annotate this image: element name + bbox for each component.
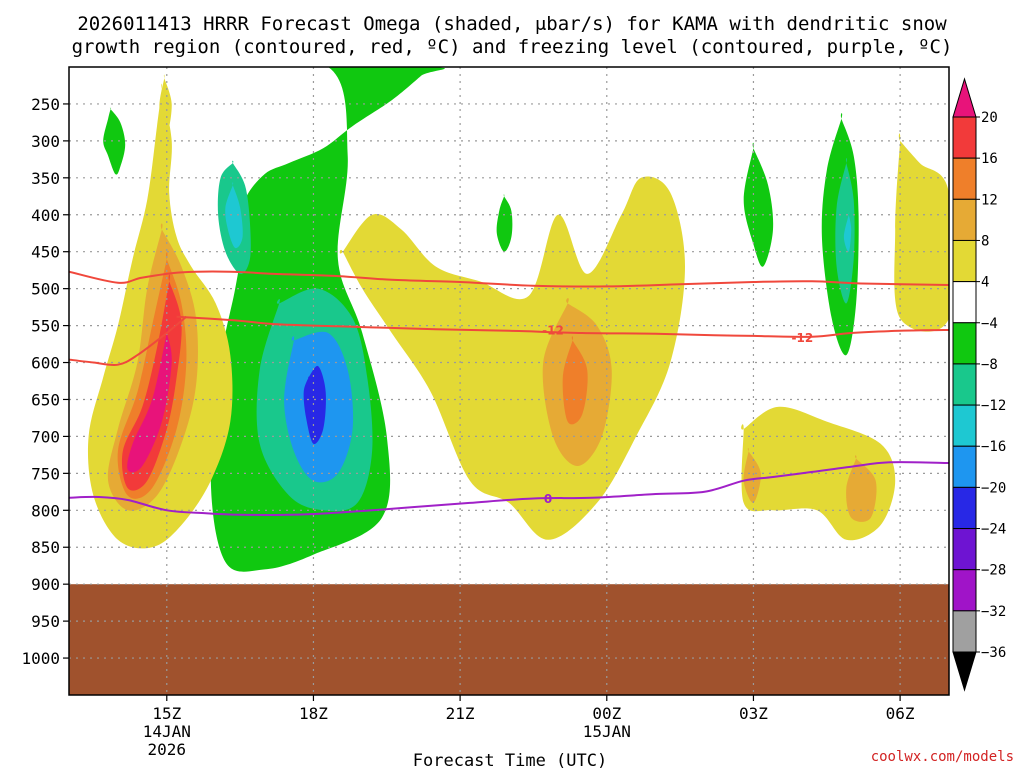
- colorbar-swatch-1: [952, 116, 977, 159]
- y-tick-label-700: 700: [31, 427, 60, 446]
- colorbar-swatch-11: [952, 528, 977, 571]
- dgz-lower-isotherm-label-1: -12: [542, 324, 564, 338]
- y-tick-label-900: 900: [31, 575, 60, 594]
- y-tick-label-350: 350: [31, 169, 60, 188]
- colorbar-swatch-2: [952, 157, 977, 200]
- credit-watermark: coolwx.com/models: [871, 749, 1014, 765]
- colorbar-swatch-8: [952, 404, 977, 447]
- freezing-level-label-1: 0: [544, 492, 552, 506]
- y-axis: 250 300 350 400 450 500 550 600 650 700 750 800 850 9…: [21, 95, 69, 668]
- omega-area-cyan-right-05z: [843, 212, 852, 252]
- y-tick-label-450: 450: [31, 243, 60, 262]
- colorbar-swatch-3: [952, 198, 977, 241]
- colorbar-swatch-4: [952, 239, 977, 283]
- omega-area-yellow-far-right: [894, 133, 949, 332]
- dgz-lower-isotherm-left: [69, 315, 187, 367]
- dgz-upper-isotherm: [69, 270, 949, 288]
- colorbar-label-3: 12: [981, 192, 998, 208]
- y-tick-label-650: 650: [31, 390, 60, 409]
- chart-title-line-2: growth region (contoured, red, ºC) and f…: [72, 36, 953, 58]
- colorbar-top-triangle: [952, 77, 977, 118]
- colorbar-label-8: −12: [981, 398, 1006, 414]
- colorbar-label-12: −28: [981, 563, 1006, 579]
- colorbar: 20 16 12 8 4 −4 −8 −12 −16 −20 −24 −28 −32 −36: [952, 77, 1006, 692]
- omega-area-orange-right-low-b: [846, 455, 877, 522]
- omega-area-cyan-upper-left: [225, 182, 243, 249]
- omega-area-yellow-middle-band: [339, 176, 685, 540]
- y-tick-label-950: 950: [31, 612, 60, 631]
- omega-shading-layer: [87, 67, 949, 572]
- y-tick-label-500: 500: [31, 280, 60, 299]
- x-tick-date-15Z: 14JAN: [143, 722, 191, 741]
- colorbar-label-2: 16: [981, 151, 998, 167]
- x-tick-label-18Z: 18Z: [299, 704, 328, 723]
- isotherm-layer: -12 -12 0: [69, 270, 949, 516]
- x-tick-label-00Z: 00Z: [592, 704, 621, 723]
- omega-area-magenta-left: [127, 326, 172, 473]
- colorbar-label-10: −20: [981, 480, 1006, 496]
- y-tick-label-600: 600: [31, 354, 60, 373]
- dgz-lower-isotherm: [176, 315, 949, 338]
- x-tick-label-21Z: 21Z: [446, 704, 475, 723]
- y-tick-label-750: 750: [31, 464, 60, 483]
- x-tick-label-03Z: 03Z: [739, 704, 768, 723]
- colorbar-label-13: −32: [981, 604, 1006, 620]
- colorbar-label-1: 20: [981, 110, 998, 126]
- y-tick-label-300: 300: [31, 132, 60, 151]
- colorbar-swatch-13: [952, 610, 977, 653]
- x-tick-date-00Z: 15JAN: [583, 722, 631, 741]
- colorbar-swatch-10: [952, 486, 977, 530]
- colorbar-label-4: 8: [981, 233, 989, 249]
- colorbar-swatch-9: [952, 445, 977, 488]
- omega-area-yellow-thin-top: [159, 74, 172, 134]
- colorbar-swatch-12: [952, 569, 977, 612]
- x-tick-label-06Z: 06Z: [886, 704, 915, 723]
- y-tick-label-1000: 1000: [21, 649, 60, 668]
- plot-frame: [68, 66, 950, 696]
- omega-area-green-right-03z: [743, 142, 774, 267]
- y-tick-label-550: 550: [31, 317, 60, 336]
- y-tick-label-250: 250: [31, 95, 60, 114]
- colorbar-bottom-triangle: [952, 651, 977, 692]
- x-tick-year-15Z: 2026: [148, 740, 187, 759]
- omega-area-dark-orange-middle: [562, 336, 588, 425]
- x-tick-label-15Z: 15Z: [152, 704, 181, 723]
- colorbar-swatch-5: [952, 281, 977, 324]
- colorbar-label-5: 4: [981, 275, 989, 291]
- colorbar-swatch-7: [952, 363, 977, 406]
- omega-area-green-left-small: [103, 107, 126, 175]
- y-tick-label-400: 400: [31, 206, 60, 225]
- x-axis-title: Forecast Time (UTC): [413, 751, 607, 768]
- freezing-level: [69, 461, 949, 516]
- y-tick-label-850: 850: [31, 538, 60, 557]
- omega-area-orange-right-low-a: [743, 447, 761, 503]
- colorbar-label-6: −4: [981, 316, 998, 332]
- colorbar-swatch-6: [952, 322, 977, 365]
- omega-area-green-tiny-22z: [496, 194, 513, 252]
- colorbar-label-14: −36: [981, 645, 1006, 661]
- chart-title-line-1: 2026011413 HRRR Forecast Omega (shaded, …: [77, 13, 947, 35]
- omega-area-dark-blue-core: [303, 365, 326, 445]
- dgz-lower-isotherm-label-2: -12: [791, 331, 813, 345]
- colorbar-label-11: −24: [981, 522, 1006, 538]
- ground-below-surface: [69, 584, 949, 695]
- colorbar-label-7: −8: [981, 357, 998, 373]
- colorbar-label-9: −16: [981, 439, 1006, 455]
- y-tick-label-800: 800: [31, 501, 60, 520]
